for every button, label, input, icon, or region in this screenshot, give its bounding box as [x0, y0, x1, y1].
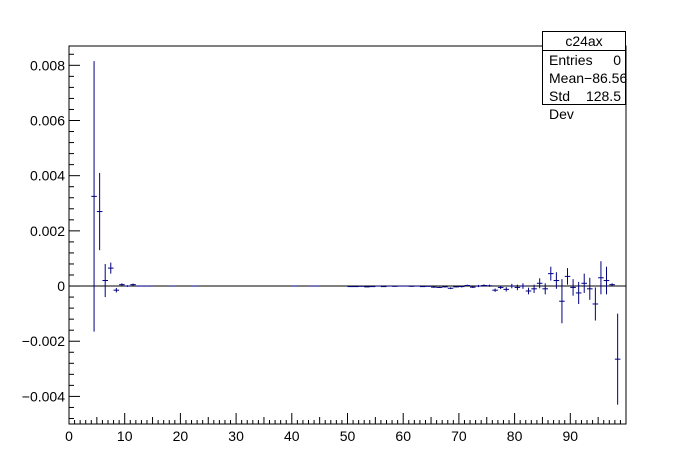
- data-point: [447, 287, 454, 290]
- data-point: [353, 286, 359, 288]
- data-point: [564, 268, 571, 285]
- x-axis: 0 10 20 30 40 50 60 70 80 90: [65, 413, 621, 444]
- data-point: [425, 285, 432, 287]
- data-point: [347, 286, 354, 288]
- y-tick-label: 0.004: [30, 168, 65, 184]
- stats-label: Mean: [549, 70, 585, 86]
- data-point: [146, 285, 153, 287]
- stats-row-entries: Entries 0: [543, 51, 625, 69]
- data-point: [386, 285, 393, 287]
- data-point: [397, 285, 404, 287]
- stats-box: c24ax Entries 0 Mean −86.56 Std Dev 128.…: [542, 31, 628, 122]
- data-point: [375, 285, 381, 287]
- data-point: [486, 284, 493, 287]
- data-point: [169, 285, 175, 287]
- stats-value: −86.56: [584, 70, 628, 86]
- data-point: [308, 285, 315, 287]
- data-point: [531, 284, 537, 293]
- data-point: [520, 283, 526, 289]
- y-tick-label: 0.008: [30, 57, 65, 73]
- x-tick-label: 20: [173, 428, 189, 444]
- data-point: [514, 284, 521, 291]
- data-point: [609, 283, 615, 287]
- data-point: [419, 286, 426, 288]
- x-tick-label: 70: [451, 428, 467, 444]
- data-point: [525, 287, 532, 295]
- x-tick-label: 80: [507, 428, 523, 444]
- data-point: [559, 279, 565, 324]
- y-axis: −0.004 −0.002 0 0.002 0.004 0.006 0.008: [22, 53, 80, 419]
- data-point: [414, 285, 420, 287]
- data-point: [548, 266, 554, 281]
- data-point: [364, 286, 370, 288]
- stats-value: 128.5: [585, 88, 621, 104]
- data-point: [581, 273, 588, 293]
- data-point: [492, 288, 498, 292]
- data-point: [392, 285, 398, 287]
- data-point: [113, 287, 120, 293]
- data-point: [130, 283, 136, 286]
- data-point: [141, 285, 147, 287]
- data-point: [102, 263, 108, 298]
- data-point: [458, 285, 465, 288]
- x-tick-label: 90: [563, 428, 579, 444]
- y-tick-label: −0.004: [22, 388, 65, 404]
- data-point: [403, 285, 409, 287]
- data-point: [587, 277, 593, 300]
- data-point: [91, 61, 97, 332]
- x-tick-label: 60: [395, 428, 411, 444]
- data-point: [598, 261, 604, 295]
- x-tick-label: 0: [65, 428, 73, 444]
- y-tick-label: 0.006: [30, 112, 65, 128]
- data-point: [135, 285, 142, 287]
- data-point: [475, 284, 482, 288]
- data-point: [509, 283, 515, 289]
- data-point: [470, 286, 476, 288]
- data-point: [542, 283, 549, 295]
- data-point: [291, 285, 298, 287]
- y-tick-label: −0.002: [22, 333, 65, 349]
- x-tick-label: 30: [228, 428, 244, 444]
- data-point: [503, 287, 510, 292]
- data-point: [614, 313, 621, 405]
- data-point: [408, 285, 415, 287]
- data-point: [575, 281, 582, 304]
- data-point: [536, 278, 543, 289]
- data-point: [314, 285, 320, 287]
- data-point: [380, 286, 387, 288]
- data-point: [119, 283, 125, 287]
- data-point: [436, 286, 443, 288]
- data-point: [497, 285, 504, 290]
- x-tick-label: 10: [117, 428, 133, 444]
- data-point: [464, 284, 471, 287]
- data-point: [453, 286, 459, 288]
- data-point: [431, 286, 437, 288]
- data-point: [553, 272, 560, 289]
- stats-label: Std Dev: [549, 88, 574, 122]
- x-tick-label: 40: [284, 428, 300, 444]
- y-tick-label: 0: [57, 278, 65, 294]
- data-point: [570, 279, 576, 296]
- data-point: [191, 285, 198, 287]
- stats-value: 0: [613, 52, 621, 68]
- data-point: [107, 262, 114, 274]
- data-point: [369, 286, 376, 288]
- data-point: [442, 286, 448, 288]
- data-point: [592, 287, 599, 321]
- data-point: [358, 285, 365, 287]
- y-tick-label: 0.002: [30, 223, 65, 239]
- x-tick-label: 50: [340, 428, 356, 444]
- data-point: [603, 266, 610, 295]
- data-point: [481, 284, 487, 287]
- data-point: [124, 285, 131, 287]
- stats-label: Entries: [549, 52, 593, 68]
- stats-title: c24ax: [543, 32, 625, 51]
- stats-row-mean: Mean −86.56: [543, 69, 628, 87]
- data-points: [91, 61, 621, 405]
- stats-row-std-dev: Std Dev 128.5: [543, 87, 625, 122]
- data-point: [96, 172, 103, 251]
